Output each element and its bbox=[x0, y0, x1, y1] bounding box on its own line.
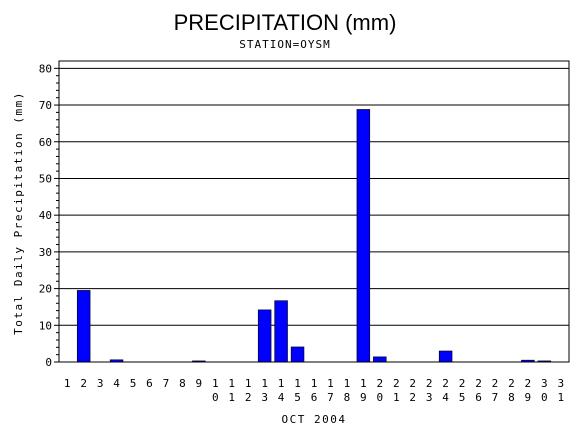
bars bbox=[76, 109, 552, 363]
bar-day-20 bbox=[373, 356, 387, 363]
x-axis-ticks: 1 2 3 4 5 6 7 8 9 1 01 11 21 31 41 51 61 71 81 92 02 12 22 32 42… bbox=[64, 377, 564, 404]
y-tick-label-0: 0 bbox=[45, 356, 52, 369]
grid-lines bbox=[59, 67, 569, 326]
y-tick-label-60: 60 bbox=[39, 136, 52, 149]
bar-day-14 bbox=[274, 300, 288, 363]
bar-day-2 bbox=[76, 290, 91, 363]
y-tick-label-80: 80 bbox=[39, 62, 52, 75]
x-tick-label-1: 1 bbox=[64, 377, 71, 390]
y-axis-ticks: 0 10 20 30 40 50 60 70 80 bbox=[39, 62, 59, 369]
y-tick-label-70: 70 bbox=[39, 99, 52, 112]
bar-day-15 bbox=[290, 346, 305, 363]
x-tick-label-2: 2 bbox=[80, 377, 87, 390]
bar-day-19 bbox=[356, 109, 371, 363]
x-tick-label-9: 9 bbox=[196, 377, 203, 390]
x-tick-label-7: 7 bbox=[163, 377, 170, 390]
plot-frame bbox=[58, 60, 570, 363]
bar-day-24 bbox=[438, 350, 453, 363]
y-tick-label-30: 30 bbox=[39, 246, 52, 259]
y-tick-label-50: 50 bbox=[39, 172, 52, 185]
x-tick-label-4: 4 bbox=[113, 377, 120, 390]
chart-title: PRECIPITATION (mm) bbox=[174, 10, 397, 35]
y-tick-label-20: 20 bbox=[39, 283, 52, 296]
x-tick-label-6: 6 bbox=[146, 377, 153, 390]
y-axis-label: Total Daily Precipitation (mm) bbox=[12, 91, 25, 335]
x-tick-label-8: 8 bbox=[179, 377, 186, 390]
x-tick-label-3: 3 bbox=[97, 377, 104, 390]
y-tick-label-10: 10 bbox=[39, 319, 52, 332]
bar-day-13 bbox=[257, 309, 272, 363]
y-tick-label-40: 40 bbox=[39, 209, 52, 222]
x-tick-label-5: 5 bbox=[130, 377, 137, 390]
x-axis-label: OCT 2004 bbox=[282, 413, 347, 426]
chart-subtitle: STATION=OYSM bbox=[239, 38, 330, 51]
